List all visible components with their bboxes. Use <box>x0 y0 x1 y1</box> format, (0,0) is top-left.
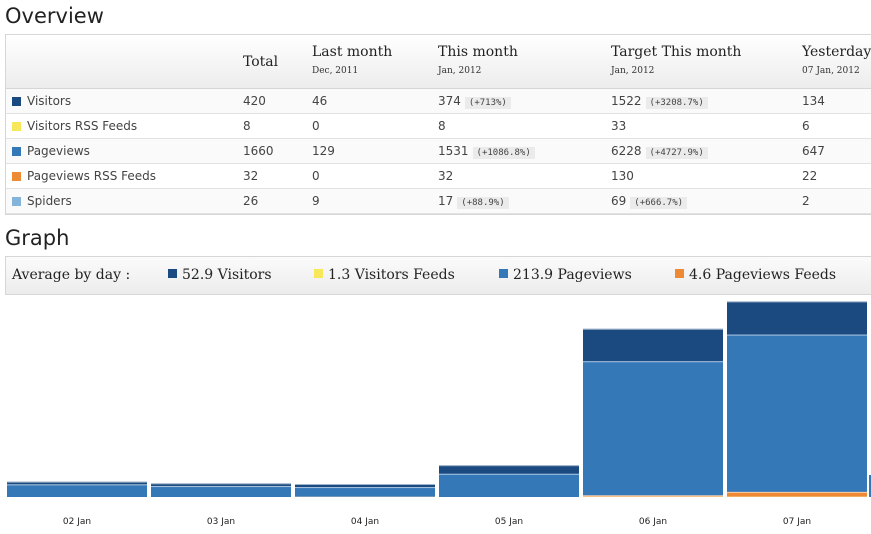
x-tick-label: 05 Jan <box>495 517 523 527</box>
cell-total: 26 <box>243 188 312 214</box>
cell-last-month: 46 <box>312 88 438 114</box>
legend-swatch-icon <box>168 269 177 278</box>
bar-segment <box>295 484 435 488</box>
color-swatch-icon <box>12 147 21 156</box>
color-swatch-icon <box>12 172 21 181</box>
overview-row: Pageviews RSS Feeds 32 0 32 130 22 <box>6 163 871 189</box>
bar-segment <box>439 465 579 474</box>
graph-legend: Average by day : 52.9 Visitors 1.3 Visit… <box>5 256 871 295</box>
bar-segment <box>727 334 867 492</box>
percent-change-badge: (+3208.7%) <box>645 96 708 109</box>
overview-row: Pageviews 1660 129 1531 (+1086.8%) 6228 (+4727… <box>6 138 871 164</box>
cell-yesterday: 2 <box>802 188 871 214</box>
bar-segment <box>439 473 579 497</box>
legend-pageviews-feeds: 4.6 Pageviews Feeds <box>675 267 836 283</box>
legend-swatch-icon <box>675 269 684 278</box>
cell-this-month: 32 <box>438 163 611 189</box>
row-label: Visitors <box>6 88 243 114</box>
cell-this-month: 1531 (+1086.8%) <box>438 138 611 164</box>
percent-change-badge: (+4727.9%) <box>645 146 708 159</box>
color-swatch-icon <box>12 122 21 131</box>
bar-segment <box>727 491 867 497</box>
bar-segment <box>869 475 871 497</box>
cell-last-month: 9 <box>312 188 438 214</box>
bar-segment <box>7 481 147 485</box>
overview-table: Total Last month Dec, 2011 This month Jan,… <box>5 34 871 215</box>
cell-total: 32 <box>243 163 312 189</box>
header-yesterday-sub: 07 Jan, 2012 <box>802 66 860 76</box>
cell-target: 6228 (+4727.9%) <box>611 138 802 164</box>
header-last-month: Last month Dec, 2011 <box>312 35 438 89</box>
legend-visitors-feeds: 1.3 Visitors Feeds <box>314 267 455 283</box>
legend-visitors: 52.9 Visitors <box>168 267 272 283</box>
cell-total: 1660 <box>243 138 312 164</box>
header-this-month: This month Jan, 2012 <box>438 35 611 89</box>
overview-row: Visitors RSS Feeds 8 0 8 33 6 <box>6 113 871 139</box>
cell-target: 69 (+666.7%) <box>611 188 802 214</box>
legend-pageviews: 213.9 Pageviews <box>499 267 632 283</box>
cell-total: 8 <box>243 113 312 139</box>
header-yesterday: Yesterday 07 Jan, 2012 <box>802 35 871 89</box>
overview-row: Visitors 420 46 374 (+713%) 1522 (+3208.7%) 134 <box>6 88 871 114</box>
cell-last-month: 0 <box>312 113 438 139</box>
x-tick-label: 06 Jan <box>639 517 667 527</box>
cell-yesterday: 22 <box>802 163 871 189</box>
cell-yesterday: 647 <box>802 138 871 164</box>
bar-segment <box>583 328 723 362</box>
daily-stacked-bar-chart: 02 Jan 03 Jan 04 Jan 05 Jan 06 Jan 07 Jan <box>7 301 871 527</box>
graph-title: Graph <box>5 226 70 250</box>
bar-segment <box>7 484 147 497</box>
cell-last-month: 129 <box>312 138 438 164</box>
x-tick-label: 03 Jan <box>207 517 235 527</box>
header-blank <box>6 35 243 89</box>
bar-segment <box>727 301 867 335</box>
percent-change-badge: (+88.9%) <box>457 196 509 209</box>
header-this-month-sub: Jan, 2012 <box>438 66 482 76</box>
cell-target: 130 <box>611 163 802 189</box>
row-label: Spiders <box>6 188 243 214</box>
bar-segment <box>583 361 723 496</box>
header-target-sub: Jan, 2012 <box>611 66 655 76</box>
cell-yesterday: 6 <box>802 113 871 139</box>
row-label: Pageviews RSS Feeds <box>6 163 243 189</box>
percent-change-badge: (+713%) <box>464 96 511 109</box>
x-tick-label: 02 Jan <box>63 517 91 527</box>
average-label: Average by day : <box>12 267 131 283</box>
row-label: Visitors RSS Feeds <box>6 113 243 139</box>
overview-title: Overview <box>5 4 104 28</box>
percent-change-badge: (+1086.8%) <box>472 146 535 159</box>
header-target: Target This month Jan, 2012 <box>611 35 802 89</box>
overview-header-row: Total Last month Dec, 2011 This month Jan,… <box>6 35 871 89</box>
bar-segment <box>151 486 291 497</box>
cell-target: 33 <box>611 113 802 139</box>
header-last-month-sub: Dec, 2011 <box>312 66 359 76</box>
bar-segment <box>295 487 435 497</box>
x-tick-label: 04 Jan <box>351 517 379 527</box>
legend-swatch-icon <box>314 269 323 278</box>
bar-segment <box>151 483 291 487</box>
header-total: Total <box>243 35 312 89</box>
color-swatch-icon <box>12 97 21 106</box>
cell-total: 420 <box>243 88 312 114</box>
x-tick-label: 07 Jan <box>783 517 811 527</box>
cell-target: 1522 (+3208.7%) <box>611 88 802 114</box>
cell-yesterday: 134 <box>802 88 871 114</box>
cell-last-month: 0 <box>312 163 438 189</box>
cell-this-month: 17 (+88.9%) <box>438 188 611 214</box>
cell-this-month: 8 <box>438 113 611 139</box>
cell-this-month: 374 (+713%) <box>438 88 611 114</box>
row-label: Pageviews <box>6 138 243 164</box>
percent-change-badge: (+666.7%) <box>630 196 688 209</box>
color-swatch-icon <box>12 197 21 206</box>
legend-swatch-icon <box>499 269 508 278</box>
overview-row: Spiders 26 9 17 (+88.9%) 69 (+666.7%) 2 <box>6 188 871 214</box>
